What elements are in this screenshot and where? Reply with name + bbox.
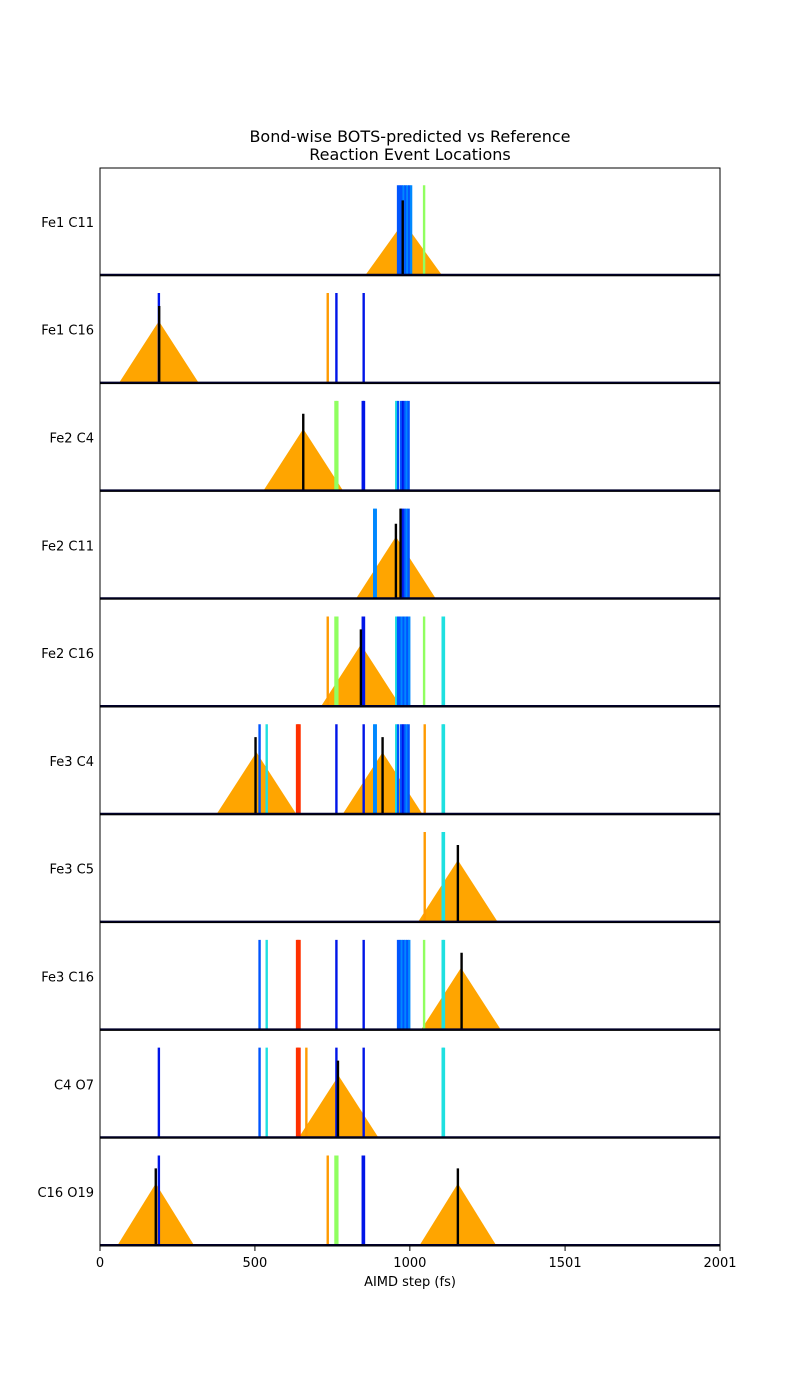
panel: Fe2 C4	[49, 383, 721, 492]
panel: C16 O19	[37, 1137, 721, 1247]
panel-label: Fe2 C11	[41, 539, 94, 554]
panel: Fe2 C11	[41, 490, 721, 600]
panel: Fe2 C16	[41, 598, 721, 708]
x-tick-label: 0	[96, 1256, 104, 1271]
panel-label: Fe3 C16	[41, 971, 94, 986]
panel-background	[100, 1030, 720, 1139]
panel-label: Fe3 C4	[49, 755, 94, 770]
x-axis: 0 500 1000 1501 2001	[96, 1246, 737, 1271]
panel-label: Fe2 C16	[41, 647, 94, 662]
panel-background	[100, 383, 720, 492]
panel: C4 O7	[54, 1029, 721, 1139]
panels-group: Fe1 C11 Fe1 C16 Fe2 C4 Fe2 C11 Fe2 C16 Fe3 C4…	[37, 167, 721, 1247]
panel: Fe3 C5	[49, 814, 721, 924]
chart-title-line-1: Bond-wise BOTS-predicted vs Reference	[249, 127, 570, 146]
x-tick-label: 500	[243, 1256, 268, 1271]
chart-title-line-2: Reaction Event Locations	[309, 145, 511, 164]
panel-label: Fe1 C11	[41, 216, 94, 231]
panel: Fe1 C11	[41, 167, 721, 277]
panel-label: Fe2 C4	[49, 432, 94, 447]
x-axis-label: AIMD step (fs)	[364, 1275, 456, 1290]
x-tick-label: 1501	[549, 1256, 582, 1271]
panel-label: Fe1 C16	[41, 324, 94, 339]
panel: Fe1 C16	[41, 275, 721, 385]
panel-label: C4 O7	[54, 1078, 94, 1093]
panel-label: Fe3 C5	[49, 863, 94, 878]
x-tick-label: 1000	[393, 1256, 426, 1271]
panel-label: C16 O19	[37, 1186, 94, 1201]
panel-background	[100, 814, 720, 923]
panel-background	[100, 1138, 720, 1246]
x-tick-label: 2001	[703, 1256, 736, 1271]
panel: Fe3 C16	[41, 922, 721, 1031]
panel-background	[100, 275, 720, 384]
panel: Fe3 C4	[49, 706, 721, 816]
